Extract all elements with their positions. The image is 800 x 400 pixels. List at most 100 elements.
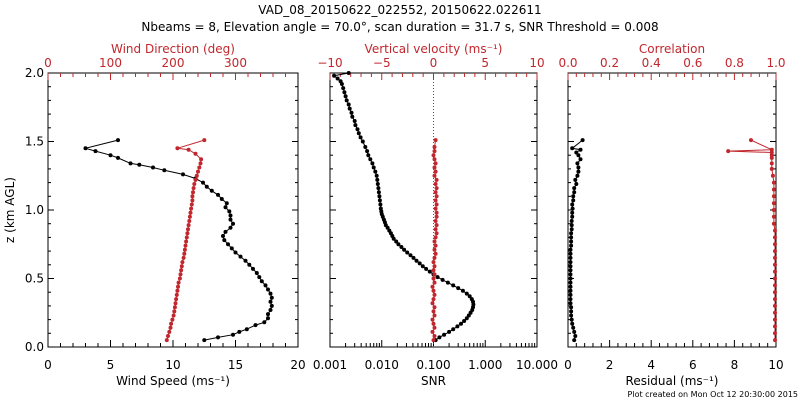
data-point-black	[440, 277, 445, 282]
data-point-red	[433, 138, 438, 143]
data-point-red	[430, 301, 435, 306]
top-tick-label: 300	[224, 56, 247, 70]
data-point-black	[228, 217, 233, 222]
data-point-black	[223, 205, 228, 210]
data-point-black	[352, 119, 357, 123]
data-point-red	[431, 297, 436, 302]
data-point-black	[568, 268, 573, 273]
y-tick-label: 0.0	[25, 340, 44, 354]
data-point-black	[435, 275, 440, 280]
data-point-black	[335, 76, 340, 81]
data-point-black	[341, 86, 346, 91]
data-point-black	[373, 169, 378, 174]
x-tick-label: 8	[731, 358, 739, 372]
data-point-black	[569, 235, 574, 240]
data-point-black	[570, 146, 575, 151]
data-point-red	[433, 161, 438, 166]
data-point-black	[394, 239, 399, 244]
data-point-black	[247, 262, 252, 267]
data-point-black	[568, 264, 573, 269]
data-point-black	[347, 106, 352, 111]
data-point-black	[228, 213, 233, 218]
data-point-red	[184, 239, 189, 244]
data-point-red	[432, 325, 437, 330]
data-point-black	[569, 227, 574, 232]
data-point-red	[178, 272, 183, 277]
top-tick-label: 0.6	[683, 56, 702, 70]
top-tick-label: 0	[44, 56, 52, 70]
data-point-black	[221, 234, 225, 238]
data-point-black	[204, 184, 209, 189]
data-point-red	[168, 325, 173, 330]
y-tick-label: 1.0	[25, 203, 44, 217]
data-point-red	[773, 317, 777, 322]
data-point-black	[202, 338, 207, 343]
data-point-black	[377, 194, 382, 199]
data-point-black	[356, 131, 361, 136]
data-point-red	[182, 251, 187, 256]
data-point-black	[568, 276, 573, 281]
data-point-red	[173, 301, 178, 306]
data-point-red	[431, 338, 436, 343]
data-point-black	[578, 147, 583, 152]
x-tick-label: 0	[44, 358, 52, 372]
data-point-red	[770, 173, 775, 178]
data-point-red	[169, 321, 174, 326]
data-point-red	[433, 227, 438, 232]
data-point-red	[193, 177, 198, 182]
data-point-red	[183, 243, 188, 248]
data-point-black	[376, 186, 381, 191]
data-point-black	[371, 165, 376, 170]
top-tick-label: 5	[481, 56, 489, 70]
data-point-red	[189, 206, 194, 211]
data-point-red	[172, 309, 177, 314]
data-point-red	[186, 227, 190, 232]
figure-subtitle: Nbeams = 8, Elevation angle = 70.0°, sca…	[141, 20, 658, 34]
data-point-black	[568, 251, 573, 256]
data-point-red	[175, 288, 180, 293]
x-tick-label: 2	[606, 358, 614, 372]
data-point-black	[375, 182, 380, 186]
data-point-red	[773, 249, 777, 254]
data-point-black	[259, 279, 264, 284]
data-point-red	[432, 280, 437, 285]
data-point-black	[254, 271, 259, 275]
data-point-red	[190, 198, 195, 203]
data-point-black	[576, 165, 581, 170]
data-point-black	[569, 317, 574, 322]
data-point-red	[431, 321, 436, 326]
data-point-black	[151, 165, 155, 170]
data-point-black	[447, 329, 452, 334]
top-tick-label: 0.0	[558, 56, 577, 70]
data-point-red	[773, 228, 777, 233]
data-point-black	[455, 324, 460, 329]
data-point-black	[569, 243, 574, 248]
data-point-black	[451, 283, 456, 288]
data-point-red	[771, 187, 776, 192]
data-point-black	[570, 210, 575, 215]
data-point-black	[350, 114, 355, 119]
y-tick-label: 0.5	[25, 272, 44, 286]
data-point-red	[773, 324, 777, 329]
top-tick-label: 1.0	[766, 56, 785, 70]
data-point-black	[243, 258, 248, 263]
data-point-red	[433, 190, 438, 195]
data-point-red	[432, 173, 437, 178]
data-point-black	[427, 269, 432, 274]
data-point-black	[266, 287, 270, 292]
data-point-black	[366, 153, 371, 158]
data-point-black	[576, 169, 581, 174]
x-tick-label: 0	[564, 358, 572, 372]
x-axis-label-top: Wind Direction (deg)	[111, 42, 235, 56]
data-point-red	[769, 161, 774, 166]
plot-created-footer: Plot created on Mon Oct 12 20:30:00 2015	[628, 390, 798, 399]
data-point-black	[469, 297, 474, 302]
data-point-red	[164, 338, 169, 343]
x-tick-label: 10.000	[516, 358, 558, 372]
data-point-black	[128, 161, 133, 166]
data-point-black	[346, 102, 351, 107]
data-point-red	[433, 235, 438, 240]
data-point-black	[116, 155, 120, 160]
data-point-black	[570, 202, 575, 207]
